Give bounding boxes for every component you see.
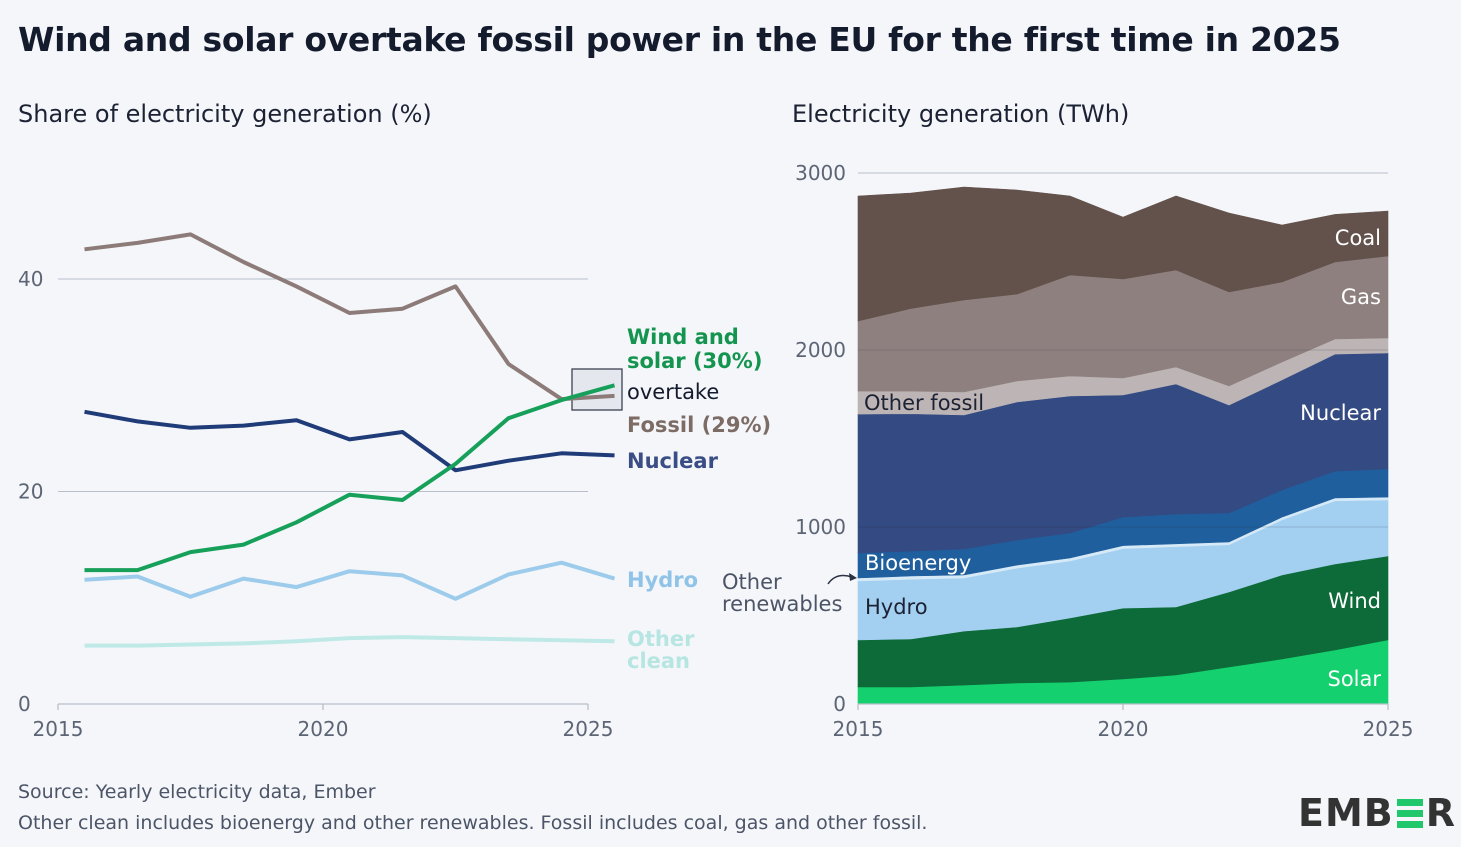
annotation-other-renewables-line2: renewables — [722, 592, 842, 616]
chart-title: Wind and solar overtake fossil power in … — [18, 20, 1341, 59]
right-chart-subtitle: Electricity generation (TWh) — [792, 100, 1130, 128]
annotation-arrow-icon — [827, 574, 853, 585]
label-hydro: Hydro — [627, 568, 698, 592]
left-series-lines — [84, 232, 616, 648]
left-y-tick-label: 40 — [18, 267, 43, 291]
left-chart-subtitle: Share of electricity generation (%) — [18, 100, 432, 128]
ember-logo: EMB R — [1298, 791, 1456, 835]
area-label-gas: Gas — [1341, 285, 1381, 309]
left-x-tick-label: 2015 — [33, 717, 84, 741]
annotation-arrowhead-icon — [849, 573, 857, 581]
line-hydro — [84, 560, 616, 601]
label-overtake: overtake — [627, 380, 719, 404]
left-x-axis: 2015 2020 2025 — [33, 703, 614, 741]
right-y-tick-label: 1000 — [795, 515, 846, 539]
area-label-bioenergy: Bioenergy — [865, 551, 971, 575]
right-y-tick-label: 0 — [833, 692, 846, 716]
right-series-labels: Coal Gas Other fossil Nuclear Bioenergy … — [722, 226, 1381, 691]
label-wind-solar-line1: Wind and — [627, 325, 739, 349]
right-x-tick-label: 2025 — [1363, 717, 1414, 741]
label-fossil: Fossil (29%) — [627, 413, 771, 437]
line-other-clean — [84, 635, 615, 648]
left-y-tick-labels: 0 20 40 — [18, 267, 43, 716]
logo-green-e-icon — [1396, 798, 1423, 828]
left-series-labels: Wind and solar (30%) overtake Fossil (29… — [627, 325, 771, 673]
area-label-wind: Wind — [1328, 589, 1381, 613]
label-nuclear: Nuclear — [627, 449, 719, 473]
annotation-other-renewables-line1: Other — [722, 570, 782, 594]
line-nuclear — [84, 409, 615, 473]
left-y-tick-label: 20 — [18, 480, 43, 504]
line-fossil — [84, 232, 615, 402]
right-y-tick-label: 3000 — [795, 161, 846, 185]
right-x-tick-label: 2015 — [833, 717, 884, 741]
label-other-clean-line1: Other — [627, 627, 695, 651]
right-x-axis: 2015 2020 2025 — [833, 703, 1414, 741]
charts-canvas: 0 20 40 2015 2020 2025 Wind and solar (30%) … — [18, 161, 1413, 741]
area-label-nuclear: Nuclear — [1300, 401, 1381, 425]
share-line-chart: 0 20 40 2015 2020 2025 Wind and solar (30%) … — [18, 232, 771, 741]
footer-note: Other clean includes bioenergy and other… — [18, 812, 928, 834]
left-x-tick-label: 2020 — [298, 717, 349, 741]
area-label-hydro: Hydro — [865, 595, 928, 619]
area-label-solar: Solar — [1327, 667, 1381, 691]
left-y-tick-label: 0 — [18, 692, 31, 716]
area-label-other-fossil: Other fossil — [864, 391, 984, 415]
right-stacked-areas — [857, 186, 1389, 705]
area-coal — [857, 186, 1389, 322]
left-x-tick-label: 2025 — [563, 717, 614, 741]
right-gridlines — [858, 172, 1388, 528]
logo-text-left: EMB — [1298, 791, 1394, 835]
right-y-tick-label: 2000 — [795, 338, 846, 362]
label-other-clean-line2: clean — [627, 649, 690, 673]
right-x-tick-label: 2020 — [1098, 717, 1149, 741]
label-wind-solar-line2: solar (30%) — [627, 349, 762, 373]
logo-text-right: R — [1425, 791, 1457, 835]
footer-source: Source: Yearly electricity data, Ember — [18, 781, 376, 803]
left-gridlines — [58, 278, 588, 492]
line-wind-and-solar — [84, 383, 616, 573]
generation-area-chart: 0 1000 2000 3000 2015 2020 2025 Coal Gas Othe… — [722, 161, 1413, 741]
area-label-coal: Coal — [1335, 226, 1381, 250]
right-y-tick-labels: 0 1000 2000 3000 — [795, 161, 846, 716]
